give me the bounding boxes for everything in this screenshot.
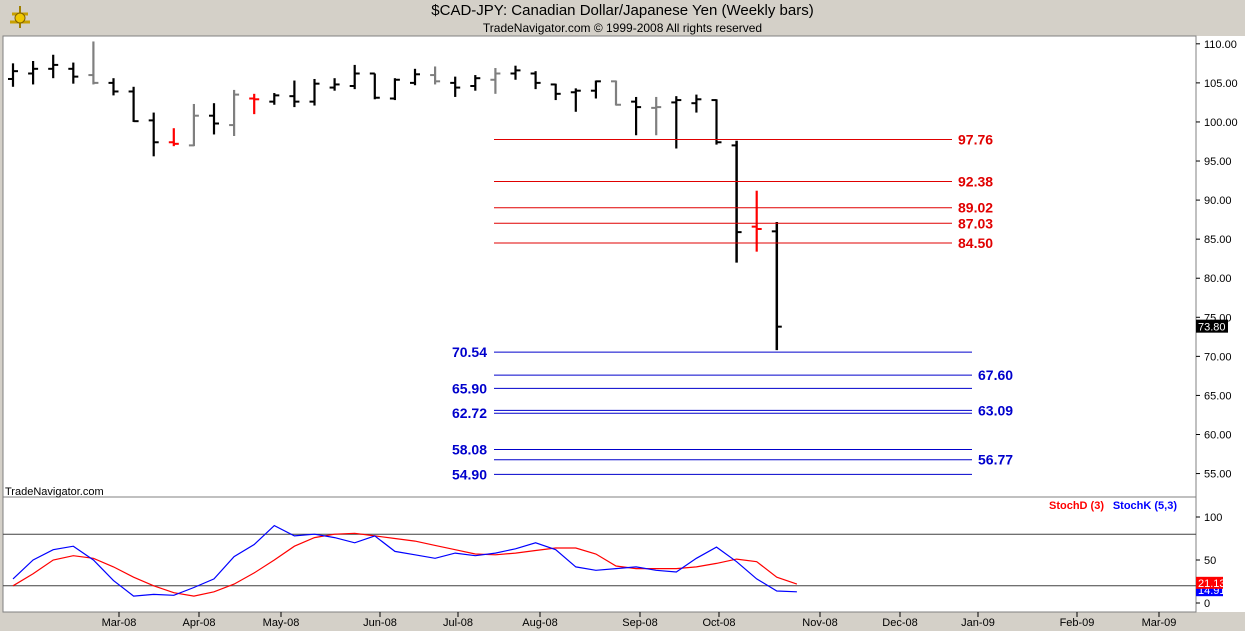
stoch-tick-label: 50 — [1204, 555, 1216, 567]
price-tick-label: 80.00 — [1204, 273, 1232, 285]
price-tick-label: 110.00 — [1204, 39, 1237, 51]
legend-stoch-k: StochK (5,3) — [1113, 500, 1178, 512]
legend-stoch-d: StochD (3) — [1049, 500, 1104, 512]
fib-label-red: 97.76 — [958, 131, 993, 147]
chart-copyright: TradeNavigator.com © 1999-2008 All right… — [482, 21, 763, 35]
price-panel — [2, 35, 1197, 498]
stoch-k-line — [12, 524, 797, 597]
price-tick-label: 85.00 — [1204, 234, 1232, 246]
x-tick-label: Apr-08 — [182, 617, 215, 629]
fib-label-blue-left: 65.90 — [452, 380, 487, 396]
stoch-tick-label: 100 — [1204, 512, 1222, 524]
x-tick-label: Dec-08 — [882, 617, 917, 629]
price-tick-label: 70.00 — [1204, 351, 1232, 363]
price-tick-label: 100.00 — [1204, 117, 1238, 129]
x-tick-label: Mar-08 — [102, 617, 137, 629]
x-tick-label: May-08 — [263, 617, 300, 629]
price-tick-label: 55.00 — [1204, 469, 1232, 481]
x-tick-label: Sep-08 — [622, 617, 657, 629]
fib-label-blue-left: 70.54 — [452, 344, 487, 360]
x-tick-label: Aug-08 — [522, 617, 557, 629]
fib-label-blue-left: 58.08 — [452, 441, 487, 457]
fib-label-blue-right: 63.09 — [978, 402, 1013, 418]
watermark: TradeNavigator.com — [5, 486, 104, 498]
fib-label-red: 92.38 — [958, 173, 993, 189]
x-tick-label: Jul-08 — [443, 617, 473, 629]
fib-label-red: 87.03 — [958, 215, 993, 231]
stochastic-panel — [2, 496, 1197, 613]
fib-label-blue-left: 54.90 — [452, 466, 487, 482]
price-tick-label: 105.00 — [1204, 78, 1238, 90]
x-tick-label: Jun-08 — [363, 617, 397, 629]
last-price-label: 73.80 — [1198, 322, 1226, 334]
chart-title: $CAD-JPY: Canadian Dollar/Japanese Yen (… — [431, 2, 814, 19]
price-tick-label: 60.00 — [1204, 429, 1232, 441]
price-tick-label: 95.00 — [1204, 156, 1232, 168]
last-d-marker — [1196, 576, 1223, 589]
trade-navigator-logo-icon — [10, 6, 30, 28]
stoch-d-line — [12, 532, 798, 597]
fib-label-blue-right: 67.60 — [978, 367, 1013, 383]
price-tick-label: 65.00 — [1204, 390, 1232, 402]
x-tick-label: Jan-09 — [961, 617, 995, 629]
x-tick-label: Oct-08 — [702, 617, 735, 629]
x-tick-label: Mar-09 — [1142, 617, 1177, 629]
last-d-label: 21.13 — [1198, 578, 1226, 590]
fib-label-red: 84.50 — [958, 235, 993, 251]
x-tick-label: Nov-08 — [802, 617, 837, 629]
fib-label-blue-right: 56.77 — [978, 452, 1013, 468]
price-tick-label: 90.00 — [1204, 195, 1232, 207]
fib-label-blue-left: 62.72 — [452, 405, 487, 421]
last-price-marker — [1196, 319, 1228, 333]
fib-label-red: 89.02 — [958, 200, 993, 216]
x-tick-label: Feb-09 — [1060, 617, 1095, 629]
stoch-tick-label: 0 — [1204, 598, 1210, 610]
